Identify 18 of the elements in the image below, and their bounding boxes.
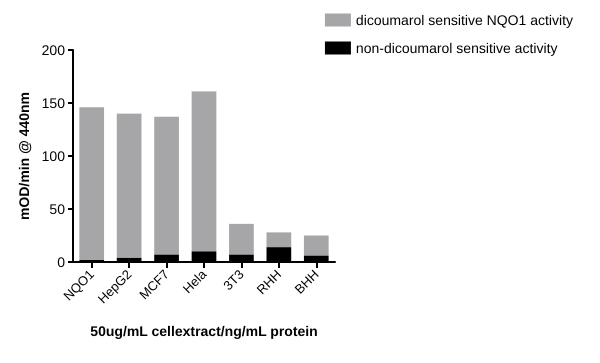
x-axis-title: 50ug/mL cellextract/ng/mL protein — [90, 323, 318, 339]
y-tick-label: 0 — [57, 254, 66, 270]
bar — [229, 224, 254, 255]
y-tick-label: 100 — [42, 148, 66, 164]
bar — [192, 91, 216, 252]
bar — [304, 236, 329, 256]
y-tick-label: 200 — [42, 42, 66, 58]
y-tick-label: 50 — [49, 201, 66, 217]
legend-label: non-dicoumarol sensitive activity — [356, 40, 558, 56]
bar — [116, 114, 142, 258]
bar — [266, 232, 292, 248]
bar — [154, 116, 179, 255]
legend-label: dicoumarol sensitive NQO1 activity — [356, 12, 574, 28]
y-tick-label: 150 — [42, 95, 66, 111]
bar — [79, 107, 104, 260]
y-axis-title: mOD/min @ 440nm — [16, 92, 32, 220]
x-tick-label: Hela — [180, 266, 210, 296]
x-tick-label: 3T3 — [220, 266, 247, 294]
